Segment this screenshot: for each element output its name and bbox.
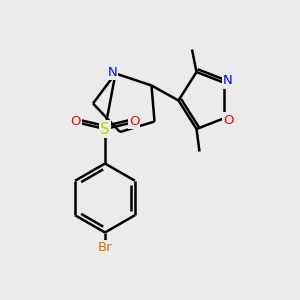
Text: S: S (100, 122, 110, 136)
Text: N: N (108, 65, 117, 79)
Text: O: O (129, 115, 139, 128)
Text: N: N (223, 74, 233, 88)
Text: Br: Br (98, 241, 112, 254)
Text: O: O (71, 115, 81, 128)
Text: O: O (223, 113, 233, 127)
